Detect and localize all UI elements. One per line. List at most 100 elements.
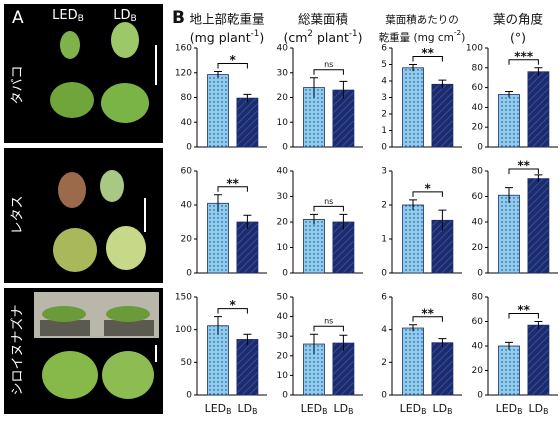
plant <box>42 306 86 322</box>
chart: 0 10 20 30 40 ns <box>277 167 363 279</box>
chart: 0 20 40 60 80 100 *** <box>466 44 558 153</box>
error-bar <box>409 324 417 332</box>
y-tick-label: 0 <box>186 143 192 153</box>
panel-label: B <box>172 8 185 28</box>
category-subscript: B <box>322 407 327 416</box>
significance-label: * <box>425 181 432 195</box>
y-tick-label: 80 <box>472 63 484 73</box>
category-label: LDB <box>528 402 548 416</box>
panel-label: A <box>12 8 24 28</box>
column-unit: (°) <box>510 30 526 45</box>
category-name: LED <box>205 402 227 415</box>
error-bar <box>409 199 417 211</box>
y-tick-label: 40 <box>277 44 289 54</box>
column-title: 葉面積あたりの <box>385 13 459 26</box>
photo-tobacco <box>4 4 163 143</box>
chart: 0 1 2 3 4 5 6 ** <box>381 44 462 153</box>
error-bar <box>505 187 513 203</box>
error-bar <box>438 338 447 347</box>
significance-bracket <box>217 63 248 69</box>
bar <box>236 97 259 148</box>
pot <box>104 320 154 336</box>
significance-bracket <box>313 325 344 332</box>
y-tick-label: 0 <box>477 143 483 153</box>
plant <box>58 172 86 208</box>
y-tick-label: 40 <box>472 218 484 228</box>
y-tick-label: 0 <box>381 391 387 401</box>
y-tick-label: 60 <box>472 317 484 327</box>
plant <box>42 351 98 399</box>
y-tick-label: 100 <box>175 325 192 335</box>
y-tick-label: 20 <box>472 366 484 376</box>
error-bar <box>505 91 513 98</box>
plant <box>111 22 139 58</box>
y-tick-label: 30 <box>277 68 289 78</box>
y-tick-label: 10 <box>277 243 289 253</box>
y-tick-label: 0 <box>282 269 288 279</box>
bar <box>207 74 229 148</box>
y-tick-label: 6 <box>381 44 387 54</box>
category-label: LEDB <box>205 402 232 416</box>
unit-superscript: -1 <box>251 29 260 39</box>
y-tick-label: 3 <box>381 167 387 177</box>
plant <box>106 306 150 322</box>
chart: 0 10 20 30 40 50 ns <box>277 293 363 401</box>
row-label: シロイヌナズナ <box>10 304 26 395</box>
y-tick-label: 20 <box>472 243 484 253</box>
y-tick-label: 0 <box>282 143 288 153</box>
y-tick-label: 1 <box>381 126 387 136</box>
y-tick-label: 50 <box>277 293 289 303</box>
significance-bracket <box>313 69 344 75</box>
significance-bracket <box>412 316 443 322</box>
chart: 0 2 4 6 ** <box>381 293 462 401</box>
y-tick-label: 2 <box>381 201 387 211</box>
y-tick-label: 2 <box>381 110 387 120</box>
y-tick-label: 40 <box>181 201 193 211</box>
significance-label: ns <box>324 197 333 206</box>
photo-panel <box>4 4 163 414</box>
bar <box>402 67 424 148</box>
y-tick-label: 60 <box>181 167 193 177</box>
plant <box>102 351 154 399</box>
y-tick-label: 0 <box>186 391 192 401</box>
category-subscript: B <box>348 407 353 416</box>
significance-bracket <box>508 59 539 65</box>
unit-text: (cm <box>283 30 307 45</box>
bar <box>236 221 259 274</box>
error-bar <box>310 77 318 98</box>
plant <box>53 228 97 272</box>
category-name: LD <box>237 402 252 415</box>
y-tick-label: 1 <box>381 235 387 245</box>
unit-text: (° <box>510 30 521 45</box>
bar <box>402 327 424 396</box>
y-tick-label: 80 <box>181 93 193 103</box>
bar <box>498 194 520 274</box>
y-tick-label: 0 <box>477 391 483 401</box>
column-title: 葉の角度 <box>493 12 544 27</box>
error-bar <box>339 80 348 99</box>
category-name: LED <box>301 402 323 415</box>
error-bar <box>339 334 348 351</box>
plant <box>100 170 124 202</box>
category-subscript: B <box>131 14 137 24</box>
error-bar <box>214 194 222 212</box>
category-label: LDB <box>113 8 137 24</box>
y-tick-label: 20 <box>277 93 289 103</box>
error-bar <box>534 174 543 183</box>
column-unit: (mg plant-1) <box>190 29 264 45</box>
error-bar <box>243 214 252 229</box>
bar <box>431 83 454 148</box>
category-label: LEDB <box>301 402 328 416</box>
unit-text: 乾重量 (mg cm <box>379 31 454 44</box>
category-name: LD <box>113 8 130 23</box>
error-bar <box>534 321 543 329</box>
bar <box>236 339 259 396</box>
pot <box>40 320 90 336</box>
y-tick-label: 0 <box>477 269 483 279</box>
row-label: タバコ <box>11 65 26 104</box>
column-unit: (cm2 plant-1) <box>283 29 362 45</box>
unit-text: ) <box>521 30 526 45</box>
bar <box>207 202 229 274</box>
